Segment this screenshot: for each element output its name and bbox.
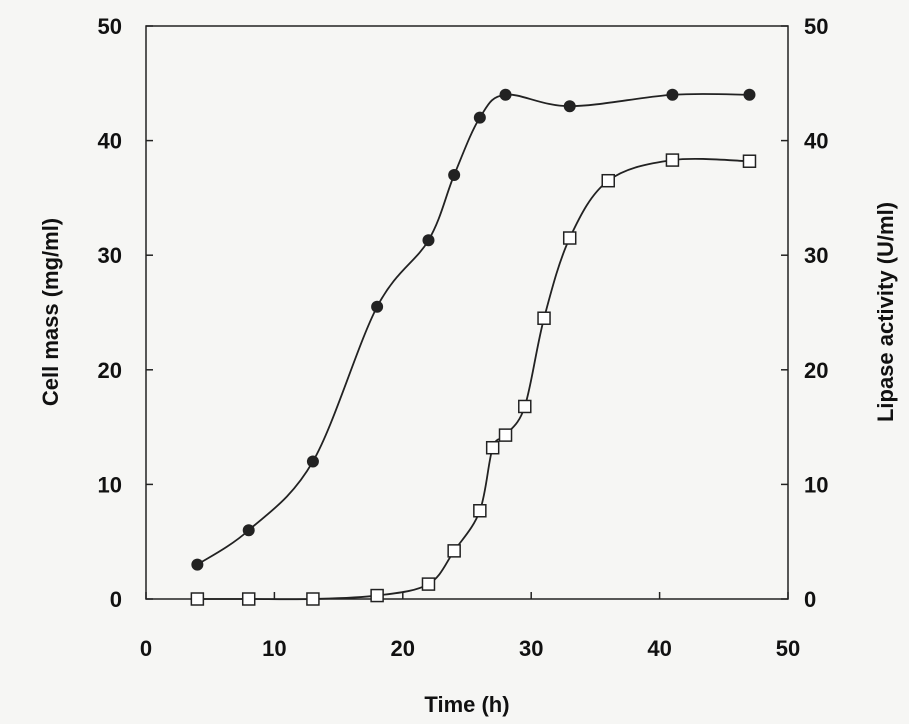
data-point-circle xyxy=(371,300,384,313)
y2-tick-label: 50 xyxy=(804,14,828,39)
data-point-square xyxy=(601,173,615,188)
y2-axis-title: Lipase activity (U/ml) xyxy=(873,202,898,422)
series-line xyxy=(197,157,750,601)
x-tick-label: 50 xyxy=(776,636,800,661)
plot-area xyxy=(145,25,789,600)
x-tick-label: 40 xyxy=(647,636,671,661)
y-tick-label: 30 xyxy=(98,243,122,268)
data-point-circle xyxy=(666,88,679,101)
data-point-square xyxy=(473,504,487,518)
y-axis-title: Cell mass (mg/ml) xyxy=(38,218,63,406)
x-axis-title: Time (h) xyxy=(424,692,509,717)
data-point-circle xyxy=(563,100,576,113)
y-tick-label: 0 xyxy=(110,587,122,612)
data-point-square xyxy=(241,592,256,606)
y2-tick-label: 20 xyxy=(804,358,828,383)
x-tick-label: 0 xyxy=(140,636,152,661)
x-tick-label: 20 xyxy=(391,636,415,661)
data-point-square xyxy=(421,577,436,591)
data-point-square xyxy=(537,311,551,325)
data-point-square xyxy=(498,428,513,442)
data-point-circle xyxy=(422,234,435,247)
data-point-square xyxy=(518,399,532,414)
data-point-circle xyxy=(743,88,756,101)
data-point-square xyxy=(665,153,680,167)
y-tick-label: 50 xyxy=(98,14,122,39)
data-point-circle xyxy=(306,455,319,468)
y2-tick-label: 30 xyxy=(804,243,828,268)
data-point-circle xyxy=(448,168,461,181)
data-point-circle xyxy=(242,524,255,537)
x-tick-label: 30 xyxy=(519,636,543,661)
data-point-circle xyxy=(499,88,512,101)
data-point-circle xyxy=(473,111,486,124)
y2-tick-label: 10 xyxy=(804,472,828,497)
y2-tick-label: 40 xyxy=(804,129,828,154)
data-point-square xyxy=(562,231,577,245)
series-line xyxy=(196,93,750,566)
data-point-square xyxy=(742,154,757,168)
data-point-square xyxy=(190,592,205,606)
data-point-square xyxy=(447,544,461,558)
data-point-square xyxy=(306,592,320,606)
data-point-circle xyxy=(191,558,204,571)
data-point-square xyxy=(370,588,384,603)
data-point-square xyxy=(485,440,500,455)
series xyxy=(190,88,757,606)
y-tick-label: 40 xyxy=(98,129,122,154)
x-tick-label: 10 xyxy=(262,636,286,661)
y-tick-label: 10 xyxy=(98,472,122,497)
y-tick-label: 20 xyxy=(98,358,122,383)
y2-tick-label: 0 xyxy=(804,587,816,612)
